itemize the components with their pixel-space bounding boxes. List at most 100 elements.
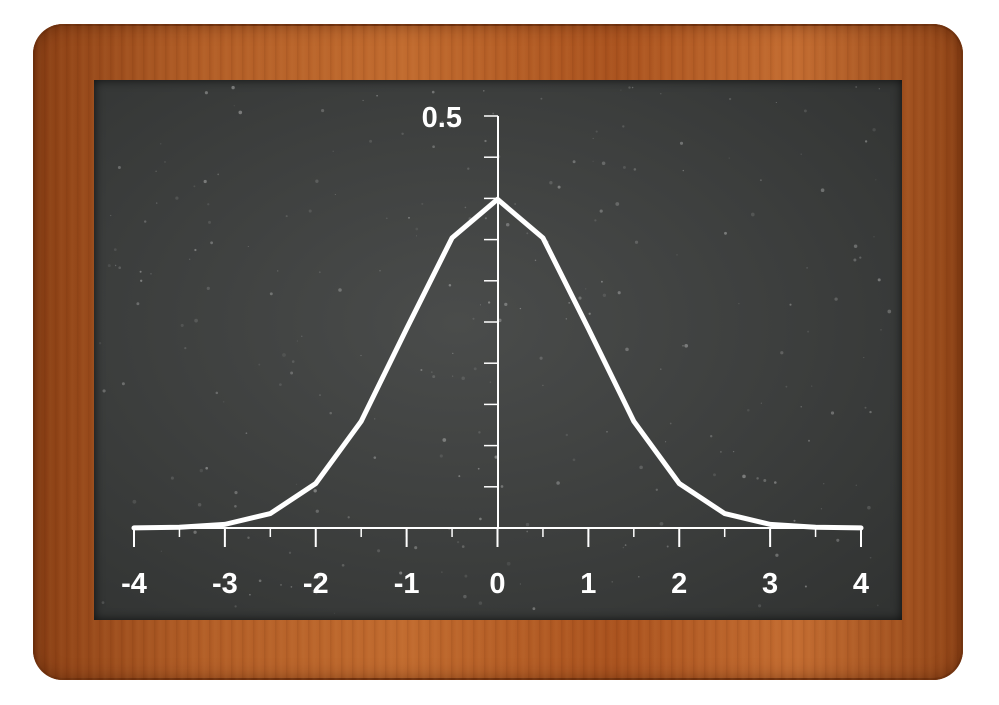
chalk-speck — [332, 150, 334, 152]
chalk-speck — [872, 128, 876, 132]
chalk-speck — [193, 185, 196, 188]
chalk-speck — [441, 120, 443, 123]
chalk-speck — [869, 410, 872, 414]
chalk-speck — [759, 179, 762, 182]
x-tick-label: 1 — [580, 568, 596, 600]
chalk-speck — [279, 383, 282, 386]
chalk-speck — [456, 540, 460, 544]
x-tick-labels: -4 -3 -2 -1 0 1 2 3 4 — [121, 568, 869, 600]
chalk-speck — [728, 97, 732, 101]
chalk-speck — [622, 546, 625, 549]
chalk-speck — [448, 283, 452, 287]
chalk-speck — [439, 454, 443, 458]
y-ticks — [484, 115, 498, 488]
chalk-speck — [600, 280, 603, 283]
chalk-speck — [713, 473, 716, 477]
chalk-speck — [245, 432, 248, 435]
chalk-speck — [834, 297, 838, 301]
chalk-speck — [505, 222, 510, 227]
chalk-speck — [679, 141, 684, 145]
chalk-speck — [136, 302, 140, 306]
chalk-speck — [660, 368, 662, 370]
chalk-speck — [853, 244, 858, 249]
chalk-speck — [572, 458, 576, 462]
chalk-speck — [710, 435, 713, 438]
chalk-speck — [374, 418, 376, 420]
chalk-speck — [864, 140, 868, 143]
chalk-speck — [853, 258, 857, 262]
chalk-speck — [110, 214, 112, 217]
x-tick-label: 4 — [853, 568, 869, 600]
chalk-speck — [150, 272, 152, 275]
chalk-speck — [107, 264, 111, 268]
chalk-speck — [823, 483, 825, 485]
chalk-speck — [634, 240, 639, 244]
chalk-speck — [207, 203, 210, 206]
chalk-speck — [789, 303, 792, 306]
chalk-speck — [210, 241, 214, 245]
chalk-speck — [504, 302, 508, 307]
chalk-speck — [763, 479, 767, 482]
chalk-speck — [199, 468, 203, 473]
chalk-speck — [399, 571, 403, 575]
chalk-speck — [665, 441, 667, 443]
chalk-speck — [295, 483, 298, 486]
chalk-speck — [217, 173, 220, 176]
chalk-speck — [484, 217, 487, 220]
chalk-speck — [276, 270, 279, 272]
chalk-speck — [448, 123, 453, 128]
x-tick-label: -2 — [303, 568, 329, 600]
chalk-speck — [385, 217, 388, 220]
chalk-speck — [288, 551, 292, 554]
chalk-speck — [682, 169, 684, 172]
chalk-speck — [290, 586, 293, 588]
chalk-speck — [568, 302, 571, 304]
chalk-speck — [780, 351, 784, 355]
chalk-speck — [800, 406, 802, 408]
chalk-speck — [376, 94, 378, 97]
chalk-speck — [720, 451, 722, 453]
chalk-speck — [855, 484, 857, 486]
chalk-speck — [775, 553, 779, 557]
chalk-speck — [875, 179, 877, 181]
chalk-speck — [319, 394, 321, 396]
chalk-speck — [132, 499, 137, 504]
chalk-speck — [308, 209, 312, 213]
chalk-speck — [880, 329, 882, 331]
chalk-speck — [204, 91, 208, 95]
chalk-speck — [197, 503, 202, 507]
chalk-speck — [639, 465, 643, 470]
chalk-speck — [602, 293, 607, 297]
chalk-speck — [557, 185, 561, 189]
chalk-speck — [114, 264, 117, 267]
chalk-speck — [249, 593, 251, 596]
chalk-speck — [347, 516, 350, 519]
chalk-speck — [532, 607, 536, 611]
chalk-speck — [572, 160, 576, 164]
chalk-speck — [184, 347, 187, 350]
chalk-speck — [525, 522, 530, 527]
chalk-speck — [461, 376, 465, 380]
chalk-speck — [280, 583, 282, 586]
chalk-speck — [820, 188, 825, 193]
chalk-speck — [155, 202, 158, 204]
chalk-speck — [215, 391, 219, 395]
chalk-speck — [452, 352, 454, 355]
chalk-speck — [539, 356, 543, 360]
chalk-speck — [873, 236, 875, 238]
chalk-speck — [631, 86, 634, 89]
chalk-speck — [836, 538, 840, 542]
chalk-speck — [500, 485, 504, 488]
chalk-speck — [830, 411, 835, 415]
chalk-speck — [458, 475, 461, 478]
x-tick-label: -4 — [121, 568, 147, 600]
chalk-speck — [113, 248, 117, 251]
chalk-speck — [118, 266, 122, 270]
chalk-speck — [341, 563, 345, 567]
chalk-speck — [159, 143, 162, 145]
x-tick-label: 3 — [762, 568, 778, 600]
chalk-speck — [526, 232, 529, 235]
chalk-speck — [585, 288, 587, 290]
chalk-speck — [477, 467, 480, 470]
chalk-speck — [724, 231, 727, 235]
